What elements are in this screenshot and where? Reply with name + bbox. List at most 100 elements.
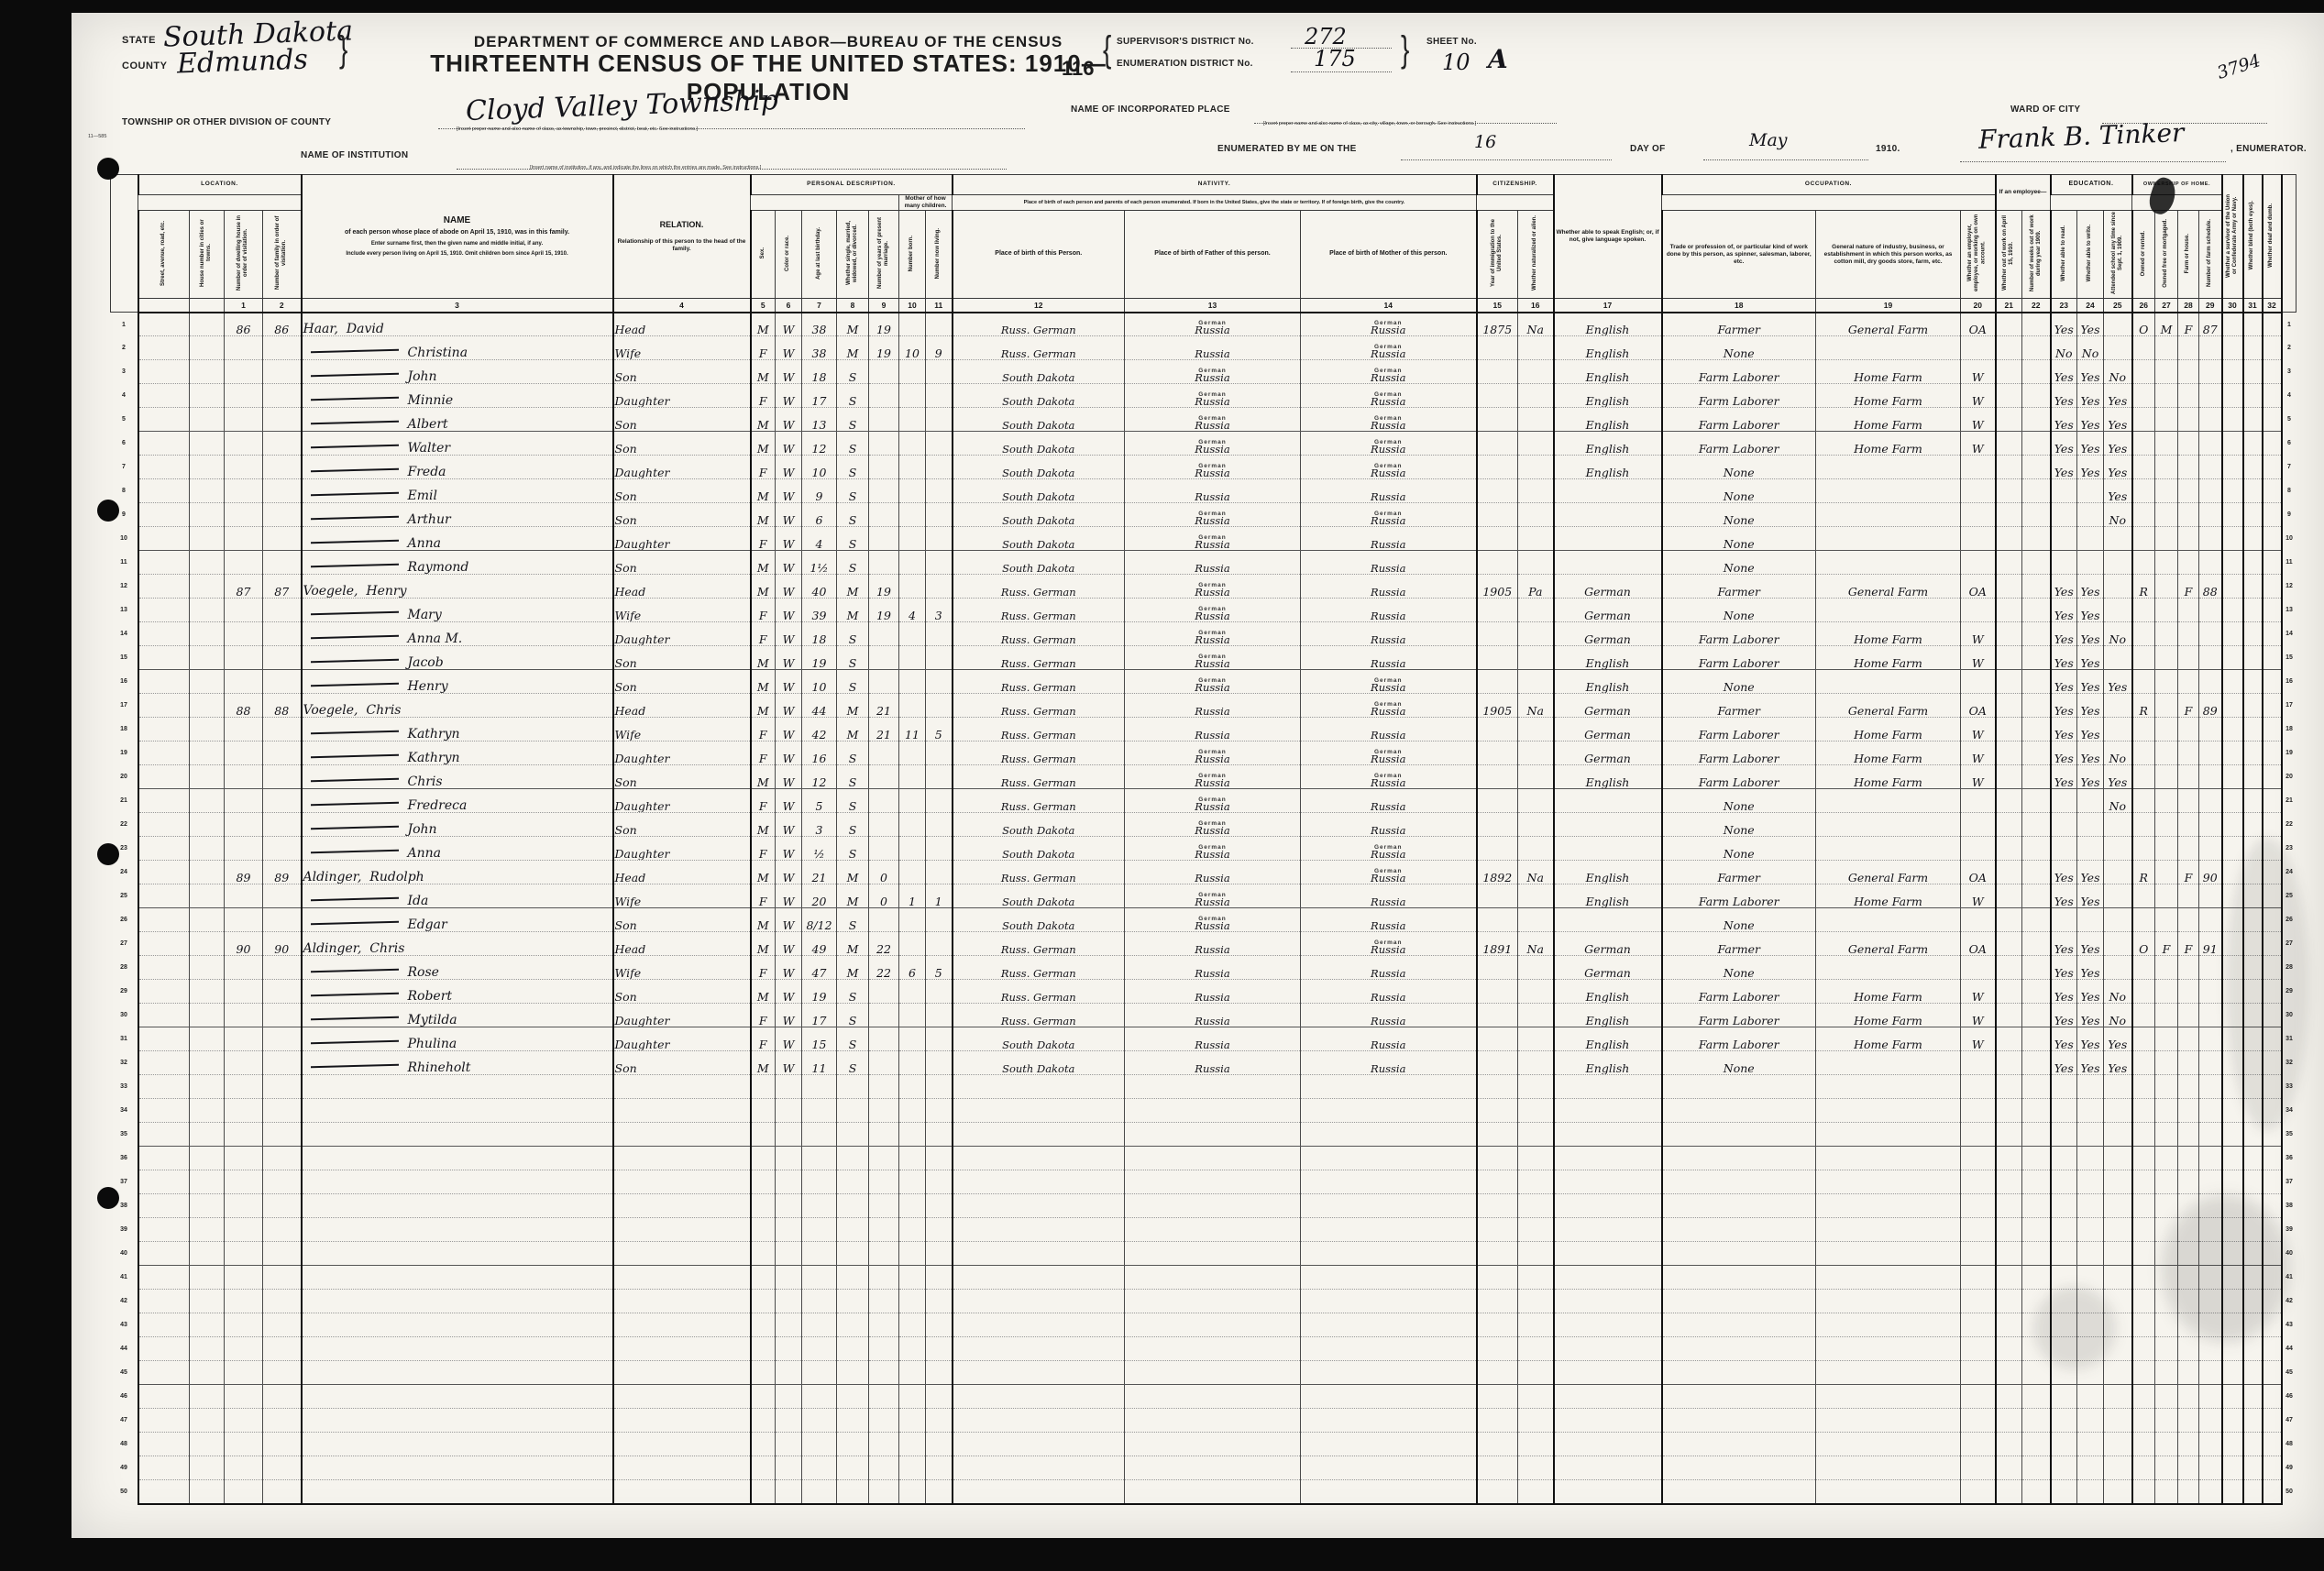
enumeration-district-value: 175 xyxy=(1314,46,1356,71)
census-cell xyxy=(262,1241,302,1267)
census-cell xyxy=(611,1265,751,1291)
table-row: 25 Ida Wife F W 20 M 0 1 1 South Dakota German Russi… xyxy=(111,884,2296,909)
census-cell xyxy=(2131,717,2155,742)
census-cell xyxy=(775,1122,802,1148)
census-cell xyxy=(2241,979,2263,1005)
census-cell xyxy=(137,1408,190,1434)
census-cell: M xyxy=(749,502,776,528)
census-cell xyxy=(898,1098,926,1124)
census-cell: Russia xyxy=(1300,1003,1477,1028)
census-cell xyxy=(2241,931,2263,957)
census-cell: W xyxy=(775,359,802,385)
census-cell xyxy=(137,1027,190,1052)
census-cell xyxy=(1552,1360,1662,1386)
census-cell xyxy=(1552,1241,1662,1267)
census-cell xyxy=(898,764,926,790)
census-cell xyxy=(1815,526,1961,552)
census-cell xyxy=(2049,1098,2077,1124)
census-cell: Yes xyxy=(2076,669,2104,695)
census-cell: Home Farm xyxy=(1815,407,1961,433)
mother-tongue-stamp: German xyxy=(1373,748,1403,755)
col-header-veteran: Whether a survivor of the Union or Confe… xyxy=(2220,173,2243,300)
mother-tongue-stamp: German xyxy=(1198,510,1227,517)
line-number-left: 42 xyxy=(120,1298,127,1305)
census-cell: 90 xyxy=(262,931,302,957)
census-cell xyxy=(2076,1122,2104,1148)
census-cell xyxy=(1517,1336,1554,1362)
census-cell: German Russia xyxy=(1124,884,1301,909)
census-cell xyxy=(137,478,190,504)
census-cell: 13 xyxy=(801,407,837,433)
line-number-right: 8 xyxy=(2287,488,2291,495)
census-cell: M xyxy=(749,764,776,790)
census-cell xyxy=(2103,1122,2132,1148)
census-cell: South Dakota xyxy=(951,431,1125,456)
census-cell xyxy=(868,788,899,814)
census-cell xyxy=(2198,669,2222,695)
institution-note: [Insert name of institution, if any, and… xyxy=(530,165,762,170)
table-row: 14 Anna M. Daughter F W 18 S Russ. German German… xyxy=(111,621,2296,647)
census-cell xyxy=(868,1241,899,1267)
census-cell xyxy=(1994,431,2022,456)
census-cell xyxy=(2198,621,2222,647)
census-cell xyxy=(1475,884,1518,909)
census-cell xyxy=(2177,1027,2199,1052)
table-row: 42 42 xyxy=(111,1289,2296,1314)
census-cell: General Farm xyxy=(1815,574,1961,599)
census-cell xyxy=(1124,1241,1301,1267)
census-cell: S xyxy=(836,764,869,790)
census-cell: 8/12 xyxy=(801,907,837,933)
census-cell: German Russia xyxy=(1124,764,1301,790)
census-cell xyxy=(2220,502,2243,528)
census-cell xyxy=(925,312,953,337)
census-cell xyxy=(2021,1479,2051,1505)
census-cell: S xyxy=(836,502,869,528)
census-cell xyxy=(2177,1170,2199,1195)
census-cell: Russia xyxy=(1300,979,1477,1005)
census-cell: German Russia xyxy=(1300,836,1477,862)
census-cell xyxy=(836,1408,869,1434)
census-cell: Yes xyxy=(2076,1003,2104,1028)
census-cell xyxy=(1815,502,1961,528)
census-cell: M xyxy=(836,884,869,909)
census-cell: No xyxy=(2103,621,2132,647)
census-cell xyxy=(1960,502,1996,528)
census-cell xyxy=(2261,598,2283,623)
census-cell xyxy=(1517,836,1554,862)
census-cell xyxy=(2154,717,2178,742)
census-cell xyxy=(2241,1003,2263,1028)
census-cell xyxy=(1994,550,2022,576)
col-number-24: 24 xyxy=(2076,298,2104,313)
ditto-surname-dash xyxy=(310,802,399,807)
ditto-surname-dash xyxy=(310,635,399,640)
census-cell xyxy=(2076,526,2104,552)
line-number-right: 31 xyxy=(2285,1036,2293,1043)
census-cell xyxy=(2103,955,2132,981)
census-cell xyxy=(2241,502,2263,528)
census-cell: English xyxy=(1552,764,1662,790)
table-row: 43 43 xyxy=(111,1313,2296,1338)
census-cell xyxy=(925,1360,953,1386)
census-cell xyxy=(2241,1313,2263,1338)
census-cell xyxy=(137,1479,190,1505)
census-cell xyxy=(1660,1313,1816,1338)
census-cell xyxy=(2220,431,2243,456)
census-cell xyxy=(300,1074,613,1100)
col-number-23: 23 xyxy=(2049,298,2077,313)
census-cell: Rhineholt xyxy=(300,1050,613,1076)
census-cell xyxy=(2198,431,2222,456)
census-cell xyxy=(2131,455,2155,480)
census-cell xyxy=(898,788,926,814)
census-cell xyxy=(1517,812,1554,838)
census-cell xyxy=(2154,550,2178,576)
census-cell xyxy=(1552,836,1662,862)
census-cell xyxy=(898,359,926,385)
nativity-note: Place of birth of each person and parent… xyxy=(952,193,1477,212)
census-cell xyxy=(1994,1336,2022,1362)
census-cell xyxy=(1660,1336,1816,1362)
census-cell: Son xyxy=(611,645,751,671)
col-header-write: Whether able to write. xyxy=(2076,210,2104,300)
census-cell: Voegele, Henry xyxy=(300,574,613,599)
census-cell xyxy=(137,669,190,695)
